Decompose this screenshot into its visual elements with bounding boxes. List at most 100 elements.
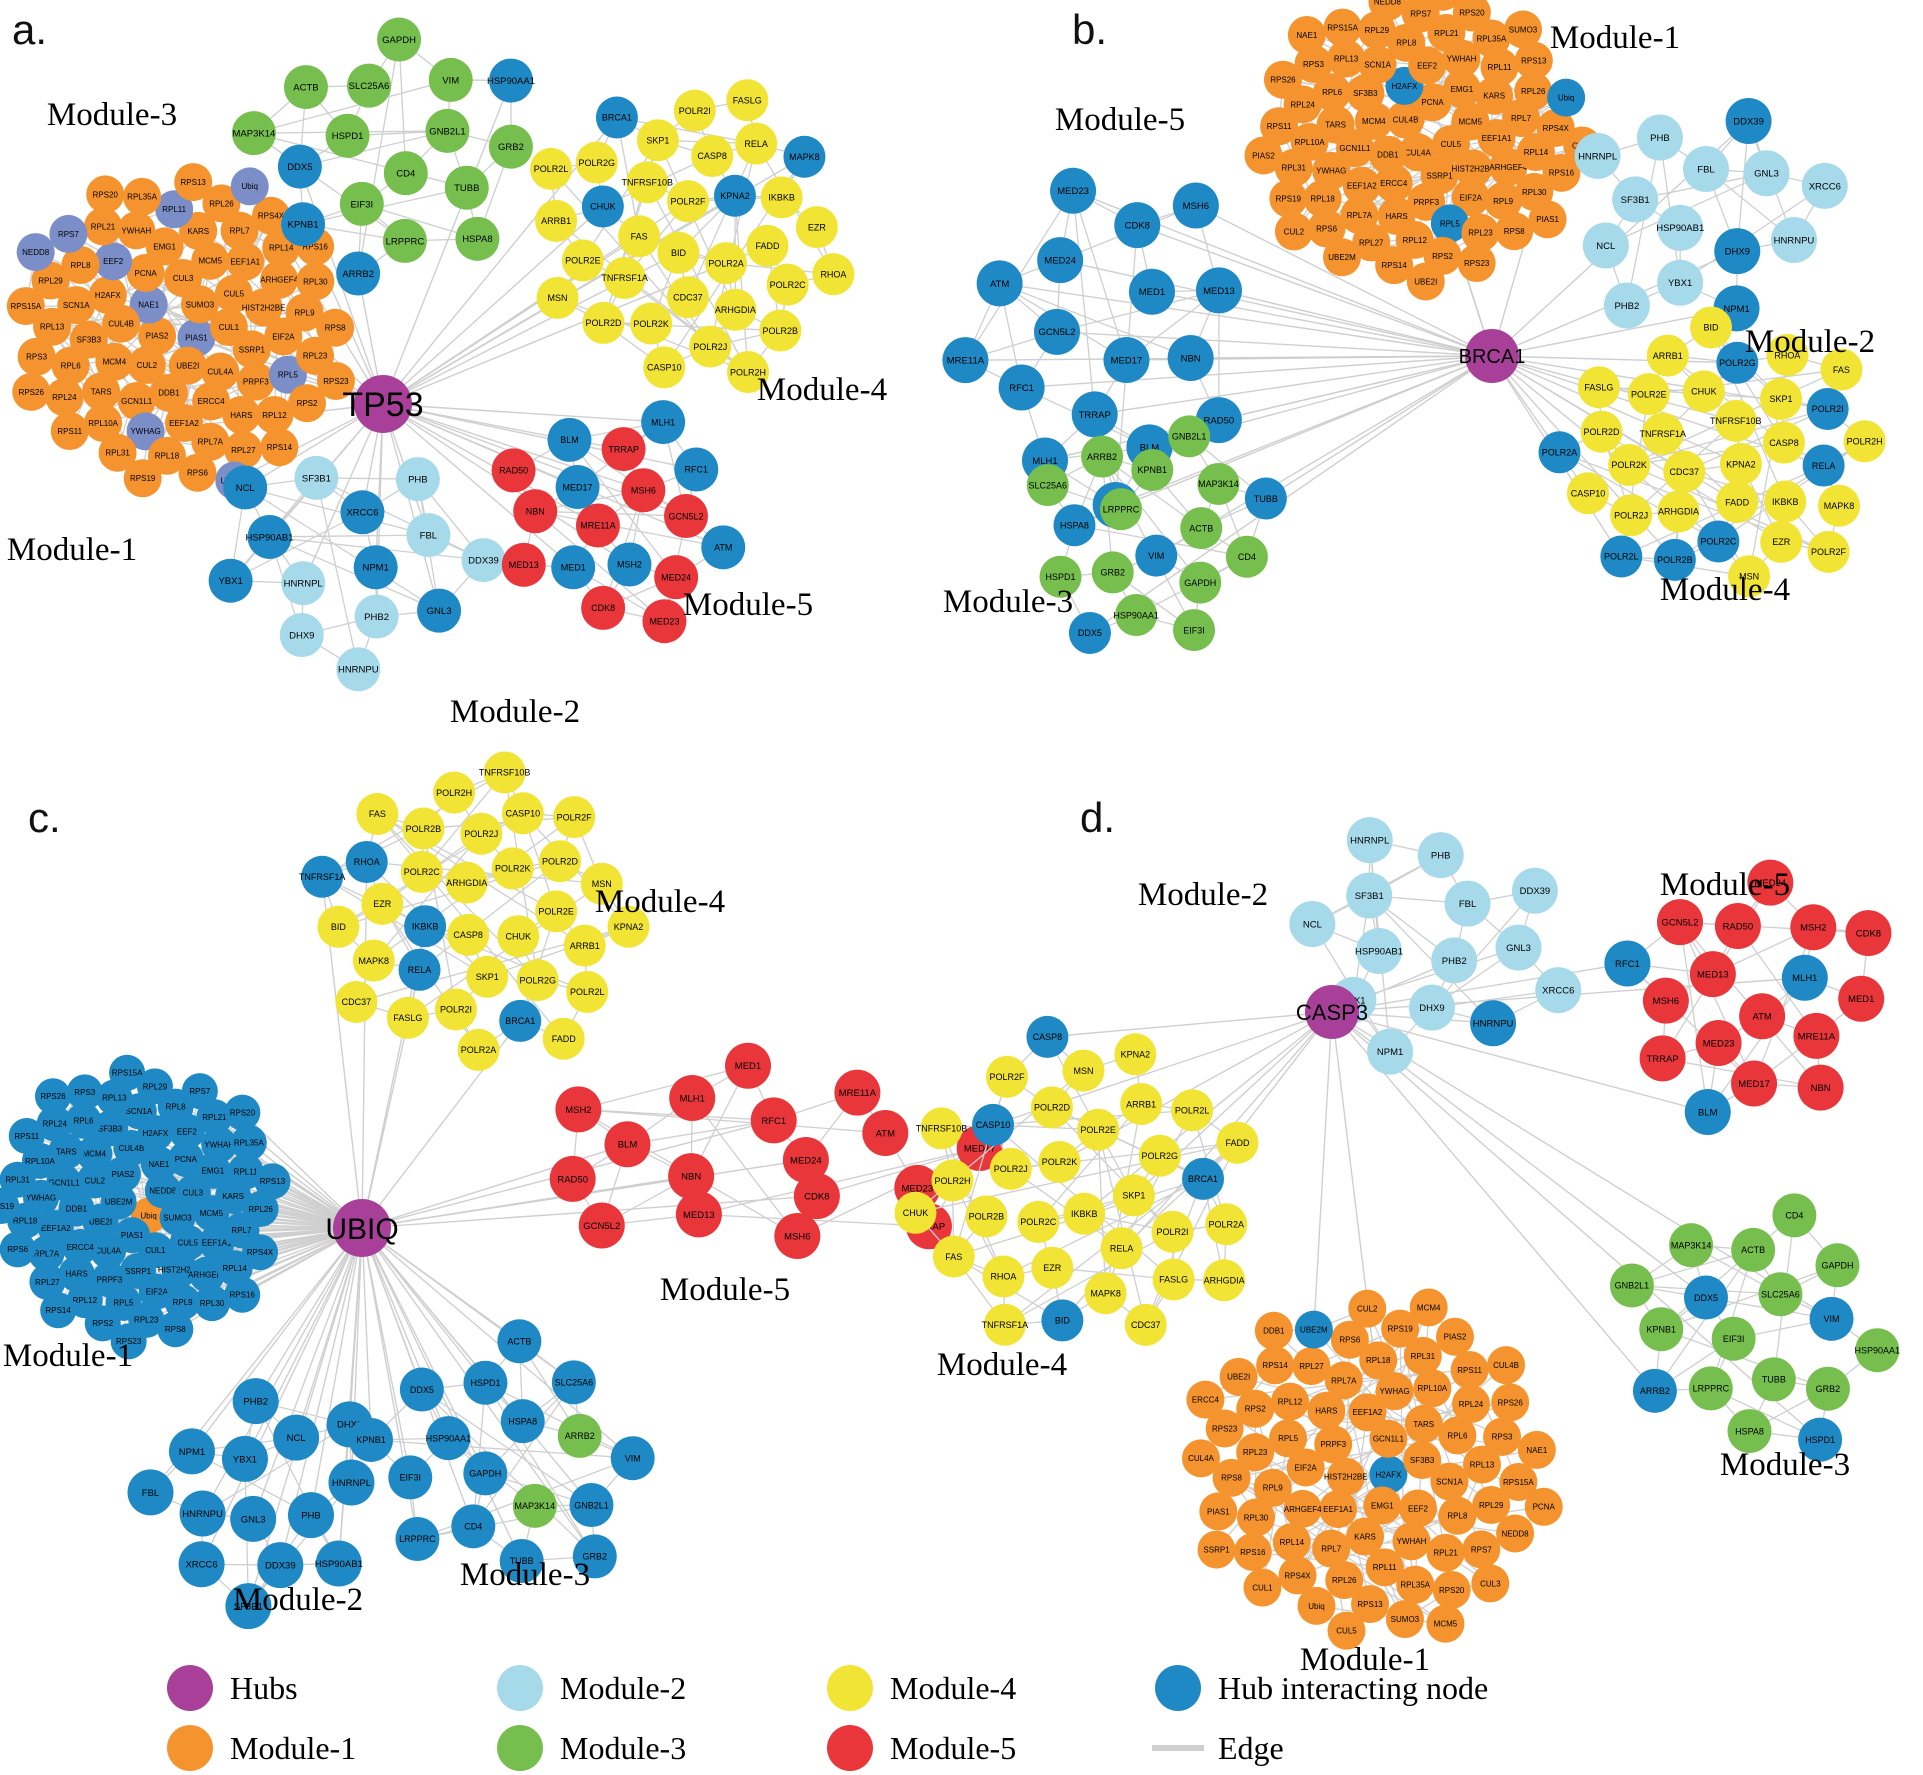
hub-interacting-node-circle[interactable] xyxy=(232,1378,279,1425)
hub-interacting-node-circle[interactable] xyxy=(607,542,652,587)
module-node-circle[interactable] xyxy=(1351,1585,1390,1624)
hub-interacting-node-circle[interactable] xyxy=(127,1469,174,1516)
hub-interacting-node-circle[interactable] xyxy=(129,285,168,324)
gene-node[interactable]: FADD xyxy=(1216,1121,1259,1164)
gene-node[interactable]: POLR2G xyxy=(516,959,559,1002)
hub-interacting-node-circle[interactable] xyxy=(1697,520,1740,563)
gene-node[interactable]: FASLG xyxy=(1152,1258,1195,1301)
module-node-circle[interactable] xyxy=(1212,1458,1251,1497)
gene-node[interactable]: CASP10 xyxy=(972,1103,1015,1146)
hub-interacting-node-circle[interactable] xyxy=(1547,78,1586,117)
module-node-circle[interactable] xyxy=(675,1191,722,1238)
module-node-circle[interactable] xyxy=(1326,1457,1365,1496)
gene-node[interactable]: UBE2M xyxy=(1294,1310,1333,1349)
module-node-circle[interactable] xyxy=(553,796,596,839)
gene-node[interactable]: CDK8 xyxy=(1114,202,1161,249)
module-node-circle[interactable] xyxy=(725,1042,772,1089)
module-node-circle[interactable] xyxy=(1444,880,1491,927)
hub-interacting-node-circle[interactable] xyxy=(301,855,344,898)
hub-interacting-node-circle[interactable] xyxy=(188,1256,225,1293)
module-node-circle[interactable] xyxy=(231,111,276,156)
module-node-circle[interactable] xyxy=(1327,39,1366,78)
hub-interacting-node-circle[interactable] xyxy=(1684,1089,1731,1136)
gene-node[interactable]: RPS13 xyxy=(254,1163,291,1200)
hub-interacting-node-circle[interactable] xyxy=(281,202,326,247)
module-node-circle[interactable] xyxy=(603,256,646,299)
hub-interacting-node-circle[interactable] xyxy=(1538,431,1581,474)
gene-node[interactable]: POLR2I xyxy=(673,89,716,132)
gene-node[interactable]: RPS6 xyxy=(0,1231,36,1268)
gene-node[interactable]: RPS11 xyxy=(8,1118,45,1155)
module-node-circle[interactable] xyxy=(1727,1409,1772,1454)
module-node-circle[interactable] xyxy=(1772,1193,1817,1238)
module-node-circle[interactable] xyxy=(1793,1012,1840,1059)
module-node-circle[interactable] xyxy=(1739,993,1786,1040)
module-node-circle[interactable] xyxy=(86,175,125,214)
module-node-circle[interactable] xyxy=(117,211,156,250)
module-node-circle[interactable] xyxy=(1747,859,1794,906)
module-node-circle[interactable] xyxy=(1639,1035,1686,1082)
gene-node[interactable]: MRE11A xyxy=(575,503,620,548)
module-node-circle[interactable] xyxy=(1180,507,1223,550)
module-node-circle[interactable] xyxy=(1368,135,1407,174)
gene-node[interactable]: UBE2M xyxy=(1323,238,1362,277)
gene-node[interactable]: RPS13 xyxy=(174,163,213,202)
module-node-circle[interactable] xyxy=(1375,246,1414,285)
hub-interacting-node-circle[interactable] xyxy=(230,1124,267,1161)
module-node-circle[interactable] xyxy=(1432,1570,1471,1609)
module-node-circle[interactable] xyxy=(57,286,96,325)
module-node-circle[interactable] xyxy=(316,308,355,347)
module-node-circle[interactable] xyxy=(557,1413,602,1458)
module-node-circle[interactable] xyxy=(834,1069,881,1116)
module-node-circle[interactable] xyxy=(457,1028,500,1071)
gene-node[interactable]: MAPK8 xyxy=(352,939,395,982)
module-node-circle[interactable] xyxy=(1855,1328,1900,1373)
module-node-circle[interactable] xyxy=(1253,1468,1292,1507)
module-node-circle[interactable] xyxy=(1805,1366,1850,1411)
gene-node[interactable]: MED1 xyxy=(725,1042,772,1089)
module-node-circle[interactable] xyxy=(582,301,625,344)
module-node-circle[interactable] xyxy=(932,1235,975,1278)
module-node-circle[interactable] xyxy=(766,263,809,306)
gene-node[interactable]: HSPA8 xyxy=(500,1399,545,1444)
module-node-circle[interactable] xyxy=(1838,975,1885,1022)
hub-interacting-node-circle[interactable] xyxy=(230,167,269,206)
gene-node[interactable]: ARRB2 xyxy=(1081,435,1124,478)
gene-node[interactable]: Ubiq xyxy=(1297,1586,1336,1625)
gene-node[interactable]: RPS11 xyxy=(50,412,89,451)
hub-interacting-node-circle[interactable] xyxy=(998,364,1045,411)
hub-interacting-node-circle[interactable] xyxy=(287,1492,334,1539)
gene-node[interactable]: RPS8 xyxy=(1495,212,1534,251)
gene-node[interactable]: BID xyxy=(1041,1299,1084,1342)
hub-circle[interactable] xyxy=(1305,985,1359,1039)
module-node-circle[interactable] xyxy=(147,436,186,475)
gene-node[interactable]: GNB2L1 xyxy=(425,108,470,153)
module-node-circle[interactable] xyxy=(1430,1462,1469,1501)
module-node-circle[interactable] xyxy=(1758,1272,1803,1317)
module-node-circle[interactable] xyxy=(294,455,339,500)
module-node-circle[interactable] xyxy=(283,65,328,110)
module-node-circle[interactable] xyxy=(1173,609,1216,652)
module-node-circle[interactable] xyxy=(1480,48,1519,87)
gene-node[interactable]: DDX39 xyxy=(461,538,506,583)
gene-node[interactable]: FADD xyxy=(1716,481,1759,524)
gene-node[interactable]: PCNA xyxy=(1524,1487,1563,1526)
gene-node[interactable]: KPNA2 xyxy=(713,174,756,217)
module-node-circle[interactable] xyxy=(127,346,166,385)
module-node-circle[interactable] xyxy=(1636,114,1683,161)
gene-node[interactable]: RPS19 xyxy=(1269,179,1308,218)
gene-node[interactable]: MSH6 xyxy=(1642,977,1689,1024)
hub-node[interactable]: UBIQ xyxy=(325,1199,399,1257)
module-node-circle[interactable] xyxy=(1751,1357,1796,1402)
gene-node[interactable]: POLR2K xyxy=(630,302,673,345)
hub-interacting-node-circle[interactable] xyxy=(399,1367,444,1412)
module-node-circle[interactable] xyxy=(377,17,422,62)
module-node-circle[interactable] xyxy=(1236,1389,1275,1428)
gene-node[interactable]: MLH1 xyxy=(669,1074,716,1121)
gene-node[interactable]: POLR2I xyxy=(434,988,477,1031)
module-node-circle[interactable] xyxy=(1504,10,1543,49)
gene-node[interactable]: POLR2J xyxy=(989,1147,1032,1190)
module-node-circle[interactable] xyxy=(224,430,263,469)
gene-node[interactable]: Ubiq xyxy=(1547,78,1586,117)
module-node-circle[interactable] xyxy=(1303,179,1342,218)
